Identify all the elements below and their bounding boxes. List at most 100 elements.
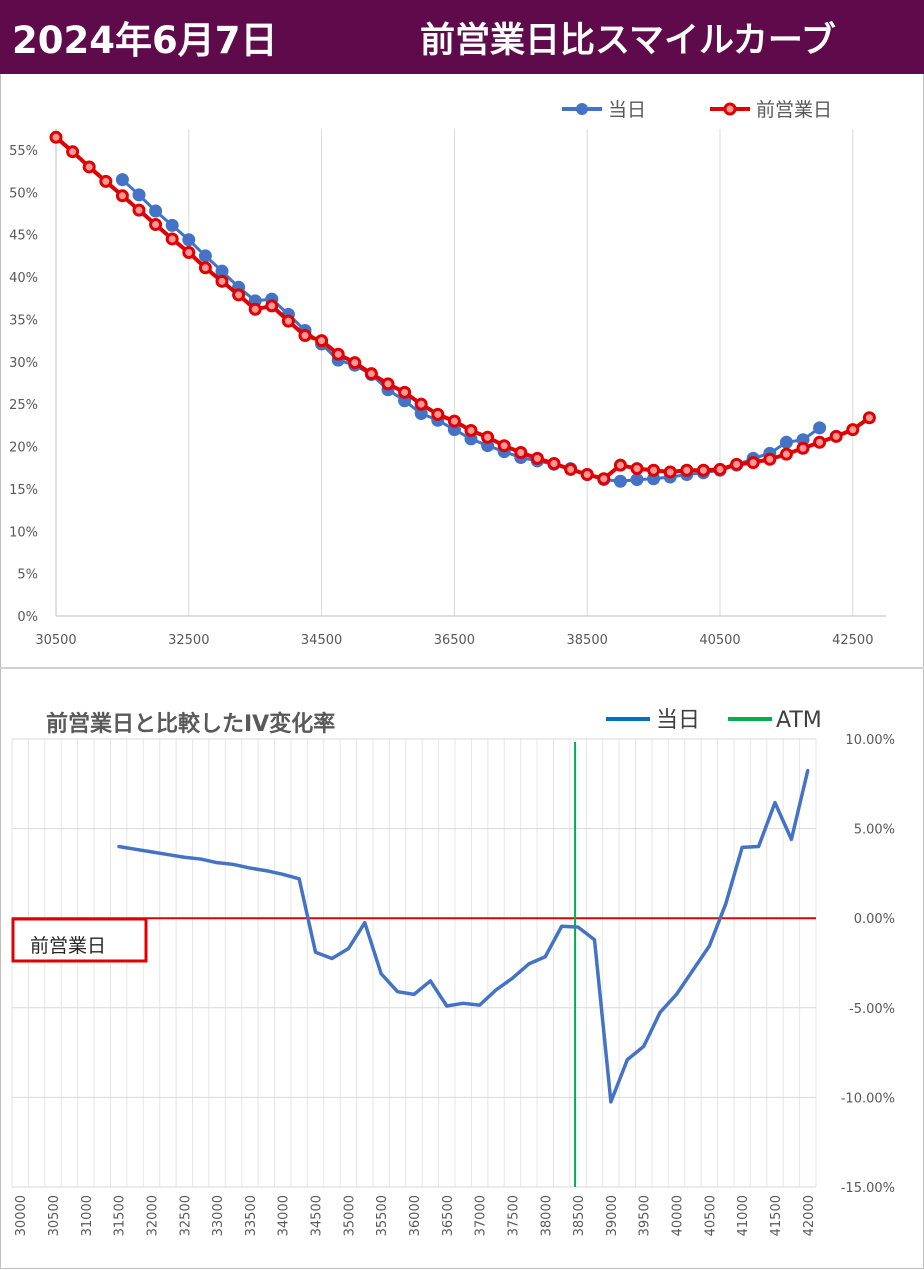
data-point-prev	[730, 457, 744, 471]
data-point-prev	[315, 334, 329, 348]
y-tick-label: -5.00%	[849, 1002, 895, 1017]
x-tick-label: 33000	[211, 1195, 226, 1236]
data-point-prev	[265, 299, 279, 313]
y-tick-label: 25%	[9, 398, 38, 413]
data-point-today	[182, 855, 186, 859]
x-tick-label: 42000	[802, 1195, 817, 1236]
y-tick-label: 5%	[17, 568, 38, 583]
chart-title: 前営業日と比較したIV変化率	[46, 711, 335, 737]
data-point-prev	[232, 288, 246, 302]
data-point-today	[773, 801, 777, 805]
x-tick-label: 38500	[572, 1195, 587, 1236]
data-point-today	[132, 188, 146, 202]
iv-change-chart: 10.00% 5.00% 0.00% -5.00% -10.00% -15.00% 3000…	[11, 708, 895, 1236]
x-tick-label: 30500	[47, 1195, 62, 1236]
data-point-prev	[414, 397, 428, 411]
data-point-today	[691, 968, 695, 972]
data-point-today	[215, 861, 219, 865]
x-tick-label: 37500	[506, 1195, 521, 1236]
x-tick-label: 37000	[474, 1195, 489, 1236]
data-point-today	[658, 1010, 662, 1014]
data-point-prev	[647, 463, 661, 477]
data-point-today	[609, 1100, 613, 1104]
data-point-today	[625, 1058, 629, 1062]
data-point-today	[363, 921, 367, 925]
data-point-today	[494, 988, 498, 992]
data-point-prev	[796, 441, 810, 455]
legend-swatch-marker	[576, 103, 588, 115]
data-point-today	[115, 173, 129, 187]
x-tick-label: 39000	[605, 1195, 620, 1236]
x-tick-label: 39500	[638, 1195, 653, 1236]
x-tick-label: 31500	[113, 1195, 128, 1236]
data-point-prev	[829, 429, 843, 443]
data-point-today	[527, 962, 531, 966]
y-tick-label: 20%	[9, 441, 38, 456]
data-point-prev	[613, 458, 627, 472]
series-line-today	[118, 769, 810, 1104]
x-tick-label: 35000	[342, 1195, 357, 1236]
data-point-today	[789, 837, 793, 841]
data-point-today	[248, 866, 252, 870]
data-point-today	[576, 925, 580, 929]
baseline-label-box	[11, 917, 148, 963]
data-point-today	[779, 435, 793, 449]
data-point-prev	[846, 423, 860, 437]
data-point-prev	[215, 274, 229, 288]
baseline-label: 前営業日	[30, 935, 106, 957]
data-point-prev	[281, 314, 295, 328]
y-tick-label: 10.00%	[845, 733, 895, 748]
data-point-prev	[497, 439, 511, 453]
x-tick-label: 32000	[145, 1195, 160, 1236]
data-point-prev	[514, 445, 528, 459]
x-tick-label: 41500	[769, 1195, 784, 1236]
x-tick-label: 32500	[168, 633, 209, 648]
data-point-today	[149, 204, 163, 218]
data-point-prev	[364, 367, 378, 381]
x-tick-label: 30500	[35, 633, 76, 648]
x-tick-label: 38500	[567, 633, 608, 648]
data-point-today	[346, 947, 350, 951]
x-tick-label: 30000	[14, 1195, 29, 1236]
data-point-today	[297, 877, 301, 881]
data-point-prev	[431, 407, 445, 421]
data-point-prev	[746, 456, 760, 470]
x-tick-label: 38000	[539, 1195, 554, 1236]
y-tick-label: 35%	[9, 313, 38, 328]
data-point-prev	[696, 463, 710, 477]
data-point-today	[165, 218, 179, 232]
data-point-prev	[331, 347, 345, 361]
y-tick-label: 10%	[9, 525, 38, 540]
data-point-prev	[530, 451, 544, 465]
data-point-prev	[481, 430, 495, 444]
legend-label: 当日	[608, 99, 646, 121]
header-bar: 2024年6月7日 前営業日比スマイルカーブ	[0, 0, 924, 74]
x-tick-label: 35500	[375, 1195, 390, 1236]
legend-label-today: 当日	[656, 708, 700, 733]
chart-divider	[0, 667, 924, 669]
data-point-prev	[862, 411, 876, 425]
data-point-prev	[713, 462, 727, 476]
data-point-today	[182, 233, 196, 247]
data-point-prev	[149, 218, 163, 232]
data-point-today	[232, 862, 236, 866]
y-tick-label: 50%	[9, 186, 38, 201]
data-point-today	[198, 249, 212, 263]
data-point-prev	[298, 329, 312, 343]
y-tick-label: 55%	[9, 144, 38, 159]
data-point-today	[379, 972, 383, 976]
x-tick-label: 34500	[301, 633, 342, 648]
data-point-prev	[680, 463, 694, 477]
y-tick-label: 15%	[9, 483, 38, 498]
data-point-prev	[547, 456, 561, 470]
data-point-prev	[49, 130, 63, 144]
data-point-today	[642, 1044, 646, 1048]
y-tick-label: 0%	[17, 610, 38, 625]
y-tick-label: 5.00%	[854, 823, 895, 838]
data-point-today	[314, 950, 318, 954]
data-point-today	[724, 902, 728, 906]
data-point-prev	[248, 302, 262, 316]
data-point-today	[330, 957, 334, 961]
data-point-prev	[464, 423, 478, 437]
header-date: 2024年6月7日	[12, 19, 278, 62]
